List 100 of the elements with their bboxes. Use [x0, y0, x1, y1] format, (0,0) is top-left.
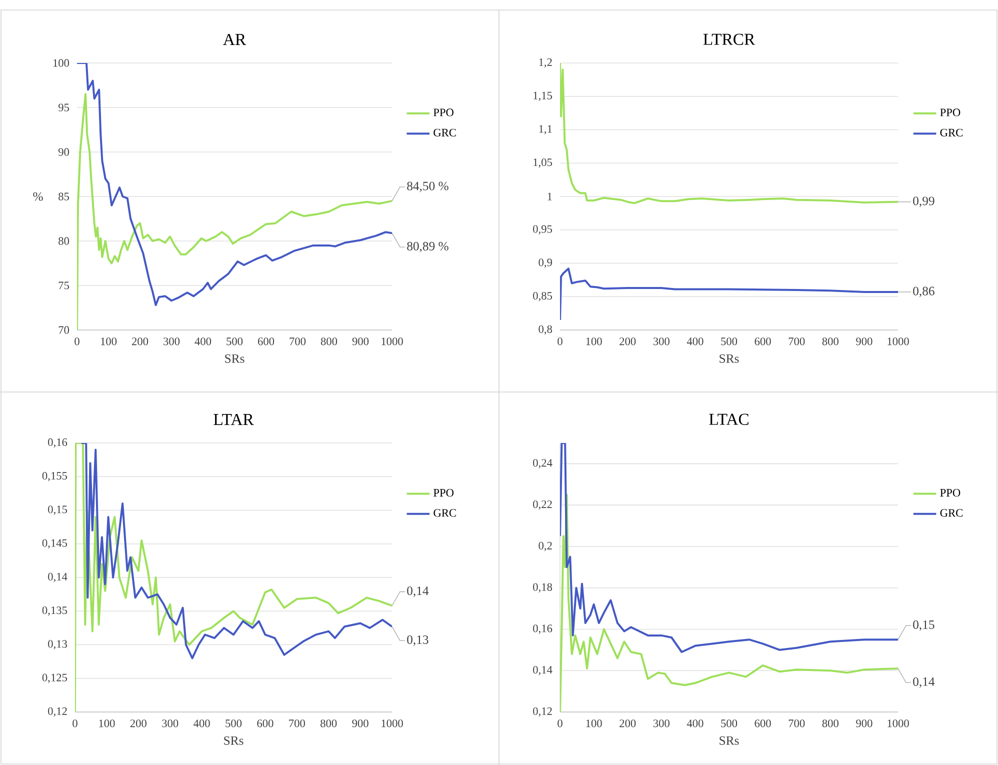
x-axis-title: SRs: [720, 736, 739, 745]
x-tick-label: 400: [194, 338, 212, 346]
y-tick-label: 0,85: [533, 292, 552, 302]
y-tick-label: 1,1: [539, 125, 552, 134]
x-axis-title: SRs: [224, 736, 244, 745]
y-tick-label: 0,95: [533, 225, 552, 235]
legend-label: GRC: [434, 509, 456, 517]
x-tick-label: 500: [226, 720, 242, 728]
data-label: 0,14: [913, 677, 935, 688]
y-tick-label: 0,135: [42, 606, 68, 616]
y-tick-label: 0,125: [42, 674, 68, 684]
legend-label: PPO: [940, 108, 960, 116]
line-series: [560, 494, 898, 712]
x-tick-label: 900: [856, 338, 872, 346]
x-tick-label: 300: [164, 338, 180, 346]
x-axis-title: SRs: [225, 354, 244, 363]
line-series: [75, 443, 392, 712]
y-tick-label: 0,18: [533, 583, 552, 592]
legend-label: GRC: [940, 128, 963, 136]
x-tick-label: 900: [856, 720, 872, 728]
y-tick-label: 1,15: [534, 92, 552, 101]
legend-label: PPO: [940, 488, 960, 497]
data-label: 0,86: [913, 286, 934, 298]
x-tick-label: 200: [620, 338, 636, 346]
x-tick-label: 500: [721, 720, 738, 728]
x-tick-label: 600: [257, 720, 274, 728]
x-tick-label: 800: [822, 338, 838, 346]
y-tick-label: 0,22: [533, 500, 552, 510]
x-tick-label: 100: [586, 338, 602, 346]
y-tick-label: 0,12: [48, 707, 67, 717]
x-tick-label: 0: [558, 720, 562, 728]
y-tick-label: 0,16: [533, 624, 552, 634]
x-tick-label: 100: [101, 338, 117, 346]
y-tick-label: 95: [58, 104, 70, 112]
y-tick-label: 1,05: [534, 158, 552, 168]
x-tick-label: 600: [258, 338, 274, 346]
data-label: 0,13: [407, 635, 428, 646]
y-tick-label: 70: [58, 326, 70, 334]
x-tick-label: 200: [620, 720, 636, 728]
data-label: 0,99: [913, 196, 934, 208]
x-tick-label: 800: [822, 720, 838, 728]
data-label: 0,14: [407, 586, 429, 597]
x-tick-label: 700: [788, 720, 805, 728]
y-tick-label: 90: [58, 148, 70, 156]
chart-title: LTAR: [214, 414, 254, 425]
y-tick-label: 0,145: [42, 539, 68, 549]
y-tick-label: 0,2: [538, 542, 552, 552]
x-tick-label: 200: [132, 338, 148, 346]
x-tick-label: 0: [558, 338, 562, 346]
x-tick-label: 900: [352, 720, 368, 728]
x-tick-label: 300: [162, 720, 178, 728]
x-tick-label: 0: [74, 338, 80, 346]
x-tick-label: 700: [290, 338, 306, 346]
legend-label: PPO: [434, 488, 454, 497]
y-tick-label: 0,8: [538, 325, 552, 335]
y-tick-label: 0,155: [42, 472, 68, 482]
x-tick-label: 600: [754, 338, 771, 346]
y-tick-label: 75: [58, 282, 70, 290]
y-tick-label: 1,2: [539, 58, 552, 68]
x-tick-label: 1000: [382, 720, 403, 728]
y-tick-label: 0,16: [48, 438, 68, 448]
line-series: [560, 63, 898, 204]
x-tick-label: 900: [352, 338, 369, 346]
y-tick-label: 0,12: [533, 707, 552, 717]
x-tick-label: 0: [72, 720, 78, 728]
line-series: [80, 443, 392, 660]
x-tick-label: 1000: [888, 720, 909, 728]
y-tick-label: 0,15: [48, 506, 68, 515]
data-label: 80,89 %: [407, 242, 448, 252]
y-tick-label: 0,14: [533, 666, 552, 676]
y-tick-label: 80: [58, 237, 70, 245]
y-tick-label: 0,24: [533, 459, 552, 468]
x-tick-label: 800: [320, 720, 337, 728]
x-tick-label: 200: [130, 720, 146, 728]
chart-title: LTAC: [709, 414, 748, 425]
x-tick-label: 1000: [382, 338, 403, 346]
chart-title: AR: [223, 34, 246, 45]
line-series: [77, 63, 392, 306]
y-tick-label: 100: [53, 59, 70, 67]
data-label: 84,50 %: [407, 182, 448, 192]
data-label: 0,15: [913, 620, 934, 631]
x-tick-label: 600: [754, 720, 771, 728]
chart-title: LTRCR: [703, 34, 756, 45]
x-tick-label: 300: [653, 338, 670, 346]
y-tick-label: 0,14: [48, 572, 68, 582]
legend-label: GRC: [434, 128, 456, 136]
y-tick-label: 1: [548, 192, 552, 200]
x-tick-label: 400: [686, 720, 704, 728]
y-tick-label: 85: [58, 192, 70, 200]
x-tick-label: 1000: [888, 338, 909, 346]
x-axis-title: SRs: [720, 354, 739, 363]
y-tick-label: 0,9: [538, 258, 552, 268]
x-tick-label: 500: [721, 338, 738, 346]
y-tick-label: 0,13: [48, 640, 68, 650]
x-tick-label: 100: [99, 720, 115, 728]
x-tick-label: 400: [686, 338, 704, 346]
x-tick-label: 500: [226, 338, 243, 346]
y-axis-title: %: [33, 192, 43, 201]
legend-label: PPO: [433, 108, 454, 116]
x-tick-label: 700: [788, 338, 805, 346]
